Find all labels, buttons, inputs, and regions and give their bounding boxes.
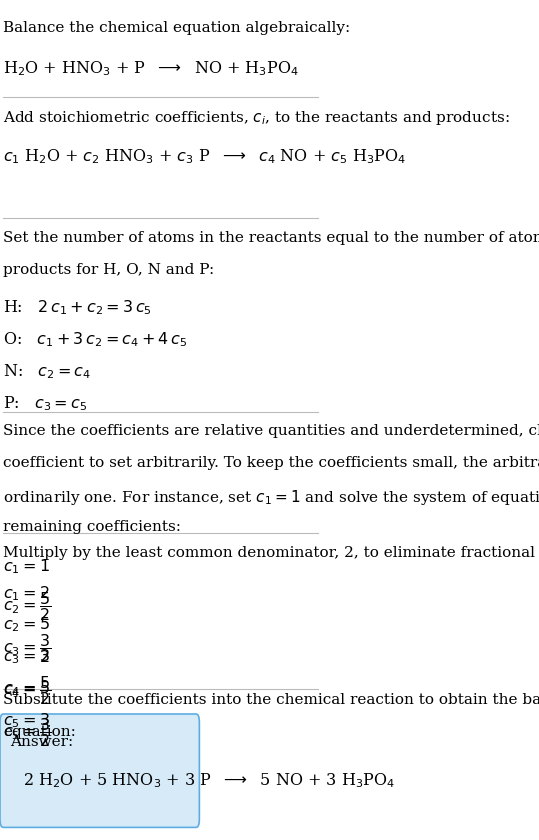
Text: $c_5 = \dfrac{3}{2}$: $c_5 = \dfrac{3}{2}$ [3, 716, 51, 748]
FancyBboxPatch shape [0, 714, 199, 827]
Text: Substitute the coefficients into the chemical reaction to obtain the balanced: Substitute the coefficients into the che… [3, 693, 539, 707]
Text: Since the coefficients are relative quantities and underdetermined, choose a: Since the coefficients are relative quan… [3, 424, 539, 438]
Text: $c_1 = 2$: $c_1 = 2$ [3, 584, 50, 602]
Text: Multiply by the least common denominator, 2, to eliminate fractional coefficient: Multiply by the least common denominator… [3, 546, 539, 560]
Text: remaining coefficients:: remaining coefficients: [3, 520, 181, 534]
Text: $c_2 = 5$: $c_2 = 5$ [3, 616, 50, 634]
Text: Add stoichiometric coefficients, $c_i$, to the reactants and products:: Add stoichiometric coefficients, $c_i$, … [3, 109, 510, 127]
Text: $c_2 = \dfrac{5}{2}$: $c_2 = \dfrac{5}{2}$ [3, 590, 51, 622]
Text: $c_4 = 5$: $c_4 = 5$ [3, 680, 50, 698]
Text: $c_4 = \dfrac{5}{2}$: $c_4 = \dfrac{5}{2}$ [3, 674, 51, 706]
Text: $c_3 = 3$: $c_3 = 3$ [3, 648, 50, 666]
Text: coefficient to set arbitrarily. To keep the coefficients small, the arbitrary va: coefficient to set arbitrarily. To keep … [3, 456, 539, 470]
Text: N:   $c_2 = c_4$: N: $c_2 = c_4$ [3, 362, 91, 381]
Text: Answer:: Answer: [10, 735, 73, 749]
Text: H:   $2\,c_1 + c_2 = 3\,c_5$: H: $2\,c_1 + c_2 = 3\,c_5$ [3, 298, 152, 317]
Text: products for H, O, N and P:: products for H, O, N and P: [3, 263, 215, 277]
Text: equation:: equation: [3, 725, 76, 739]
Text: $c_1 = 1$: $c_1 = 1$ [3, 558, 50, 576]
Text: H$_2$O + HNO$_3$ + P  $\longrightarrow$  NO + H$_3$PO$_4$: H$_2$O + HNO$_3$ + P $\longrightarrow$ N… [3, 59, 299, 77]
Text: $c_3 = \dfrac{3}{2}$: $c_3 = \dfrac{3}{2}$ [3, 632, 51, 664]
Text: Balance the chemical equation algebraically:: Balance the chemical equation algebraica… [3, 21, 350, 35]
Text: O:   $c_1 + 3\,c_2 = c_4 + 4\,c_5$: O: $c_1 + 3\,c_2 = c_4 + 4\,c_5$ [3, 330, 188, 349]
Text: Set the number of atoms in the reactants equal to the number of atoms in the: Set the number of atoms in the reactants… [3, 231, 539, 245]
Text: $c_1$ H$_2$O + $c_2$ HNO$_3$ + $c_3$ P  $\longrightarrow$  $c_4$ NO + $c_5$ H$_3: $c_1$ H$_2$O + $c_2$ HNO$_3$ + $c_3$ P $… [3, 147, 406, 165]
Text: P:   $c_3 = c_5$: P: $c_3 = c_5$ [3, 394, 87, 412]
Text: ordinarily one. For instance, set $c_1 = 1$ and solve the system of equations fo: ordinarily one. For instance, set $c_1 =… [3, 488, 539, 507]
Text: $c_5 = 3$: $c_5 = 3$ [3, 711, 50, 730]
Text: 2 H$_2$O + 5 HNO$_3$ + 3 P  $\longrightarrow$  5 NO + 3 H$_3$PO$_4$: 2 H$_2$O + 5 HNO$_3$ + 3 P $\longrightar… [23, 771, 395, 790]
